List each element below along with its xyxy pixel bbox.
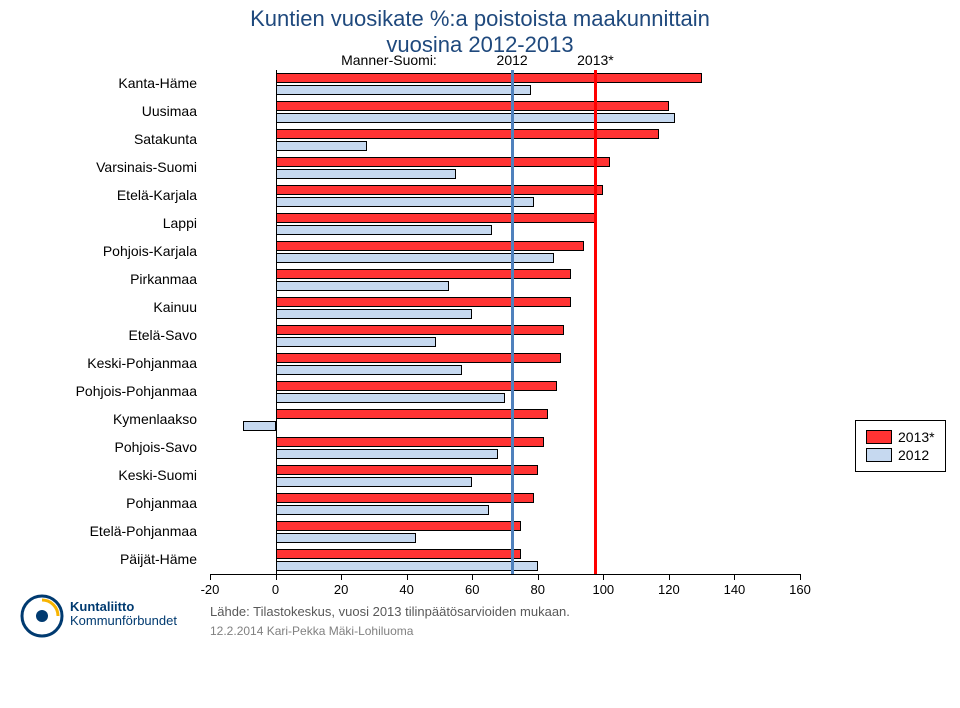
x-tick bbox=[276, 574, 277, 580]
category-label: Lappi bbox=[163, 215, 197, 231]
legend-label: 2013* bbox=[898, 429, 935, 445]
x-tick-label: 100 bbox=[592, 582, 614, 597]
chart-title: Kuntien vuosikate %:a poistoista maakunn… bbox=[0, 6, 960, 59]
bar-2012 bbox=[276, 365, 463, 375]
y-axis-labels: Kanta-Häme Uusimaa Satakunta Varsinais-Suom… bbox=[0, 70, 205, 574]
bar-2012 bbox=[276, 505, 489, 515]
header-2013: 2013* bbox=[577, 52, 614, 68]
x-tick-label: 60 bbox=[465, 582, 479, 597]
x-tick-label: 0 bbox=[272, 582, 279, 597]
source-text: Lähde: Tilastokeskus, vuosi 2013 tilinpä… bbox=[210, 604, 570, 619]
bar-2012 bbox=[276, 449, 499, 459]
legend-item: 2012 bbox=[866, 447, 935, 463]
chart-area: Kanta-Häme Uusimaa Satakunta Varsinais-Suom… bbox=[0, 70, 960, 634]
bar-2013 bbox=[276, 185, 604, 195]
bar-2013 bbox=[276, 101, 669, 111]
category-label: Pohjois-Savo bbox=[115, 439, 198, 455]
plot-area: Manner-Suomi:20122013*-20020406080100120… bbox=[210, 70, 800, 574]
x-tick-label: -20 bbox=[201, 582, 220, 597]
category-label: Kainuu bbox=[153, 299, 197, 315]
x-tick bbox=[407, 574, 408, 580]
category-label: Päijät-Häme bbox=[120, 551, 197, 567]
bar-2012 bbox=[276, 169, 456, 179]
category-label: Pirkanmaa bbox=[130, 271, 197, 287]
legend-swatch bbox=[866, 448, 892, 462]
refline-2012 bbox=[511, 70, 514, 574]
bar-2012 bbox=[276, 393, 505, 403]
bar-2012 bbox=[243, 421, 276, 431]
bar-2013 bbox=[276, 213, 597, 223]
bar-2012 bbox=[276, 309, 473, 319]
category-label: Pohjois-Pohjanmaa bbox=[76, 383, 197, 399]
category-label: Kymenlaakso bbox=[113, 411, 197, 427]
x-tick bbox=[341, 574, 342, 580]
x-tick-label: 40 bbox=[399, 582, 413, 597]
x-tick bbox=[210, 574, 211, 580]
bar-2013 bbox=[276, 73, 702, 83]
bar-2013 bbox=[276, 157, 610, 167]
footer-credit: 12.2.2014 Kari-Pekka Mäki-Lohiluoma bbox=[210, 624, 413, 638]
x-tick bbox=[603, 574, 604, 580]
category-label: Varsinais-Suomi bbox=[96, 159, 197, 175]
x-tick-label: 140 bbox=[724, 582, 746, 597]
x-tick-label: 120 bbox=[658, 582, 680, 597]
x-tick bbox=[669, 574, 670, 580]
legend-item: 2013* bbox=[866, 429, 935, 445]
category-label: Pohjois-Karjala bbox=[103, 243, 197, 259]
category-label: Etelä-Karjala bbox=[117, 187, 197, 203]
title-line-2: vuosina 2012-2013 bbox=[0, 32, 960, 58]
bar-2013 bbox=[276, 437, 545, 447]
x-tick bbox=[472, 574, 473, 580]
category-label: Keski-Pohjanmaa bbox=[87, 355, 197, 371]
category-label: Keski-Suomi bbox=[118, 467, 197, 483]
header-2012: 2012 bbox=[497, 52, 528, 68]
header-label: Manner-Suomi: bbox=[341, 52, 437, 68]
bar-2013 bbox=[276, 269, 571, 279]
bar-2012 bbox=[276, 281, 450, 291]
bar-2013 bbox=[276, 241, 584, 251]
category-label: Satakunta bbox=[134, 131, 197, 147]
x-tick bbox=[538, 574, 539, 580]
legend-swatch bbox=[866, 430, 892, 444]
bar-2012 bbox=[276, 533, 417, 543]
bar-2013 bbox=[276, 409, 548, 419]
logo-icon bbox=[20, 594, 64, 638]
category-label: Etelä-Savo bbox=[129, 327, 197, 343]
bar-2012 bbox=[276, 197, 535, 207]
x-tick bbox=[734, 574, 735, 580]
bar-2013 bbox=[276, 549, 522, 559]
title-line-1: Kuntien vuosikate %:a poistoista maakunn… bbox=[0, 6, 960, 32]
bar-2013 bbox=[276, 465, 538, 475]
category-label: Kanta-Häme bbox=[118, 75, 197, 91]
bar-2012 bbox=[276, 477, 473, 487]
bar-2012 bbox=[276, 337, 437, 347]
category-label: Uusimaa bbox=[142, 103, 197, 119]
bar-2013 bbox=[276, 521, 522, 531]
x-axis bbox=[210, 574, 800, 575]
bar-2012 bbox=[276, 225, 492, 235]
kuntaliitto-logo bbox=[20, 594, 64, 638]
category-label: Etelä-Pohjanmaa bbox=[90, 523, 197, 539]
bar-2013 bbox=[276, 381, 558, 391]
bar-2013 bbox=[276, 297, 571, 307]
bar-2012 bbox=[276, 141, 368, 151]
logo-line1: Kuntaliitto bbox=[70, 600, 177, 614]
bar-2012 bbox=[276, 85, 532, 95]
bar-2012 bbox=[276, 561, 538, 571]
logo-line2: Kommunförbundet bbox=[70, 614, 177, 628]
bar-2012 bbox=[276, 113, 676, 123]
refline-2013 bbox=[594, 70, 597, 574]
x-tick-label: 80 bbox=[531, 582, 545, 597]
bar-2013 bbox=[276, 353, 561, 363]
category-label: Pohjanmaa bbox=[126, 495, 197, 511]
x-tick-label: 160 bbox=[789, 582, 811, 597]
x-tick bbox=[800, 574, 801, 580]
x-tick-label: 20 bbox=[334, 582, 348, 597]
bar-2013 bbox=[276, 325, 564, 335]
bar-2013 bbox=[276, 129, 660, 139]
logo-text: KuntaliittoKommunförbundet bbox=[70, 600, 177, 629]
bar-2013 bbox=[276, 493, 535, 503]
legend-label: 2012 bbox=[898, 447, 929, 463]
legend: 2013* 2012 bbox=[855, 420, 946, 472]
